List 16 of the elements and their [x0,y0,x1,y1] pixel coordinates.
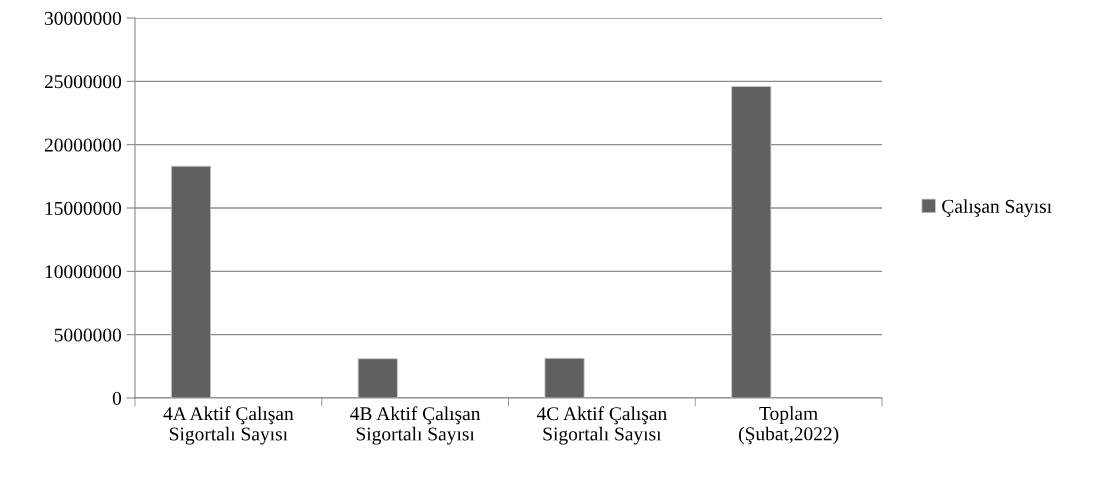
y-tick-label: 0 [112,391,122,405]
bar [731,85,772,398]
bar [171,165,212,398]
y-tick-label: 25000000 [44,75,122,89]
legend-label: Çalışan Sayısı [942,199,1052,217]
y-tick-label: 5000000 [54,328,122,342]
y-tick-label: 20000000 [44,138,122,152]
bar [357,358,398,398]
bar [544,357,585,398]
x-tick-label: 4A Aktif Çalışan Sigortalı Sayısı [163,406,294,445]
y-tick-label: 10000000 [45,265,122,279]
x-tick-label: Toplam (Şubat,2022) [738,406,839,445]
x-tick-label: 4C Aktif Çalışan Sigortalı Sayısı [536,406,667,445]
y-tick-label: 15000000 [45,201,122,215]
x-tick-label: 4B Aktif Çalışan Sigortalı Sayısı [350,406,481,445]
y-tick-label: 30000000 [44,11,122,25]
